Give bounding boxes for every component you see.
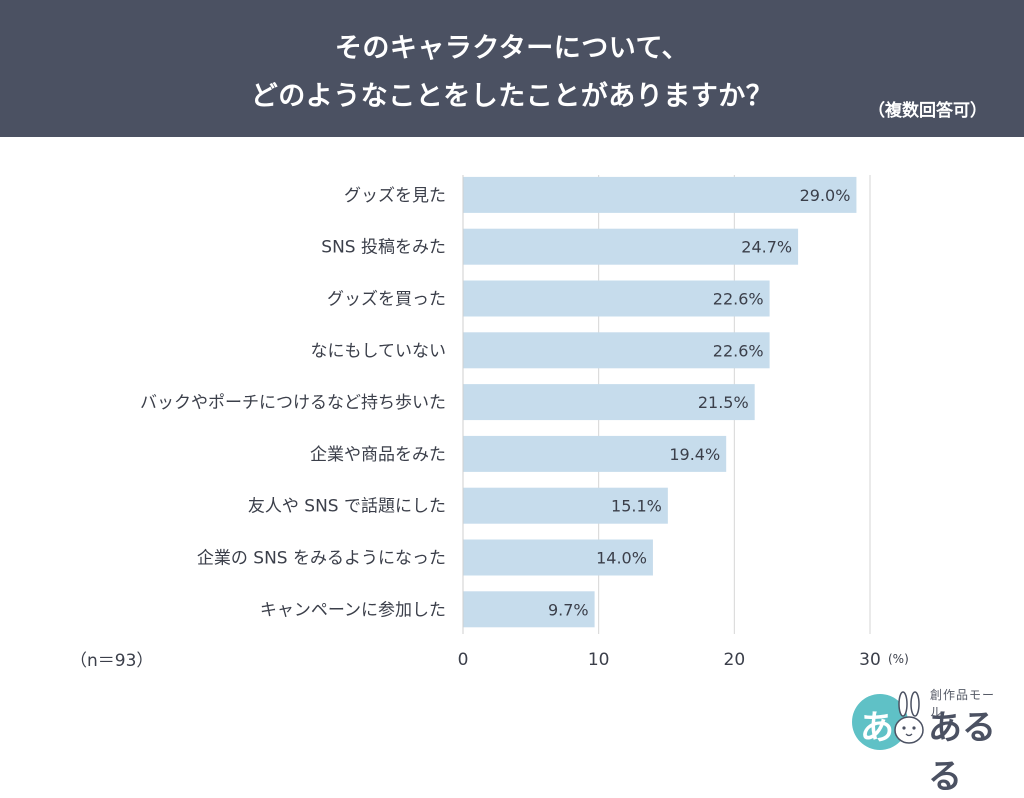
category-label: 友人や SNS で話題にした xyxy=(248,497,446,517)
category-label: グッズを見た xyxy=(344,186,446,206)
value-label: 14.0% xyxy=(596,549,647,568)
value-label: 21.5% xyxy=(698,393,749,412)
value-label: 24.7% xyxy=(741,238,792,257)
bar xyxy=(463,228,799,265)
category-label: SNS 投稿をみた xyxy=(321,238,446,258)
category-label: バックやポーチにつけるなど持ち歩いた xyxy=(140,393,446,413)
arururu-logo: あ 創作品モール あるる xyxy=(852,686,1002,797)
bar xyxy=(463,539,653,576)
multiple-answer-note: （複数回答可） xyxy=(868,101,987,121)
logo-subtitle: 創作品モール xyxy=(930,688,996,719)
value-label: 29.0% xyxy=(800,186,851,205)
bar xyxy=(463,487,668,524)
category-label: キャンペーンに参加した xyxy=(260,600,446,620)
x-tick-label: 20 xyxy=(724,650,746,670)
x-tick-label: 0 xyxy=(458,650,469,670)
bar-chart: グッズを見た 29.0% SNS 投稿をみた 24.7% グッズを買った 22.6% なにも… xyxy=(140,175,909,670)
value-label: 22.6% xyxy=(713,341,764,360)
x-unit-label: (%) xyxy=(888,652,909,666)
header-banner: そのキャラクターについて、 どのようなことをしたことがありますか？ （複数回答可… xyxy=(0,0,1024,137)
category-label: グッズを買った xyxy=(327,290,446,310)
chart-title-line2: どのようなことをしたことがありますか？ xyxy=(250,81,774,112)
bar xyxy=(463,332,770,369)
value-label: 22.6% xyxy=(713,290,764,309)
chart-title-line1: そのキャラクターについて、 xyxy=(334,33,690,64)
category-label: なにもしていない xyxy=(311,341,447,361)
value-label: 19.4% xyxy=(669,445,720,464)
x-tick-label: 30 xyxy=(859,650,881,670)
value-label: 9.7% xyxy=(548,600,589,619)
category-label: 企業や商品をみた xyxy=(310,445,446,465)
bar xyxy=(463,384,755,421)
value-label: 15.1% xyxy=(611,497,662,516)
bar xyxy=(463,280,770,317)
logo-circle-char: あ xyxy=(860,708,894,748)
bar xyxy=(463,435,727,472)
x-tick-label: 10 xyxy=(588,650,610,670)
category-label: 企業の SNS をみるようになった xyxy=(197,549,446,569)
logo-wordmark: あるる xyxy=(928,708,996,797)
sample-size-label: （n＝93） xyxy=(70,651,154,671)
bar xyxy=(463,591,595,628)
bar xyxy=(463,176,857,213)
rabbit-icon xyxy=(894,691,924,744)
